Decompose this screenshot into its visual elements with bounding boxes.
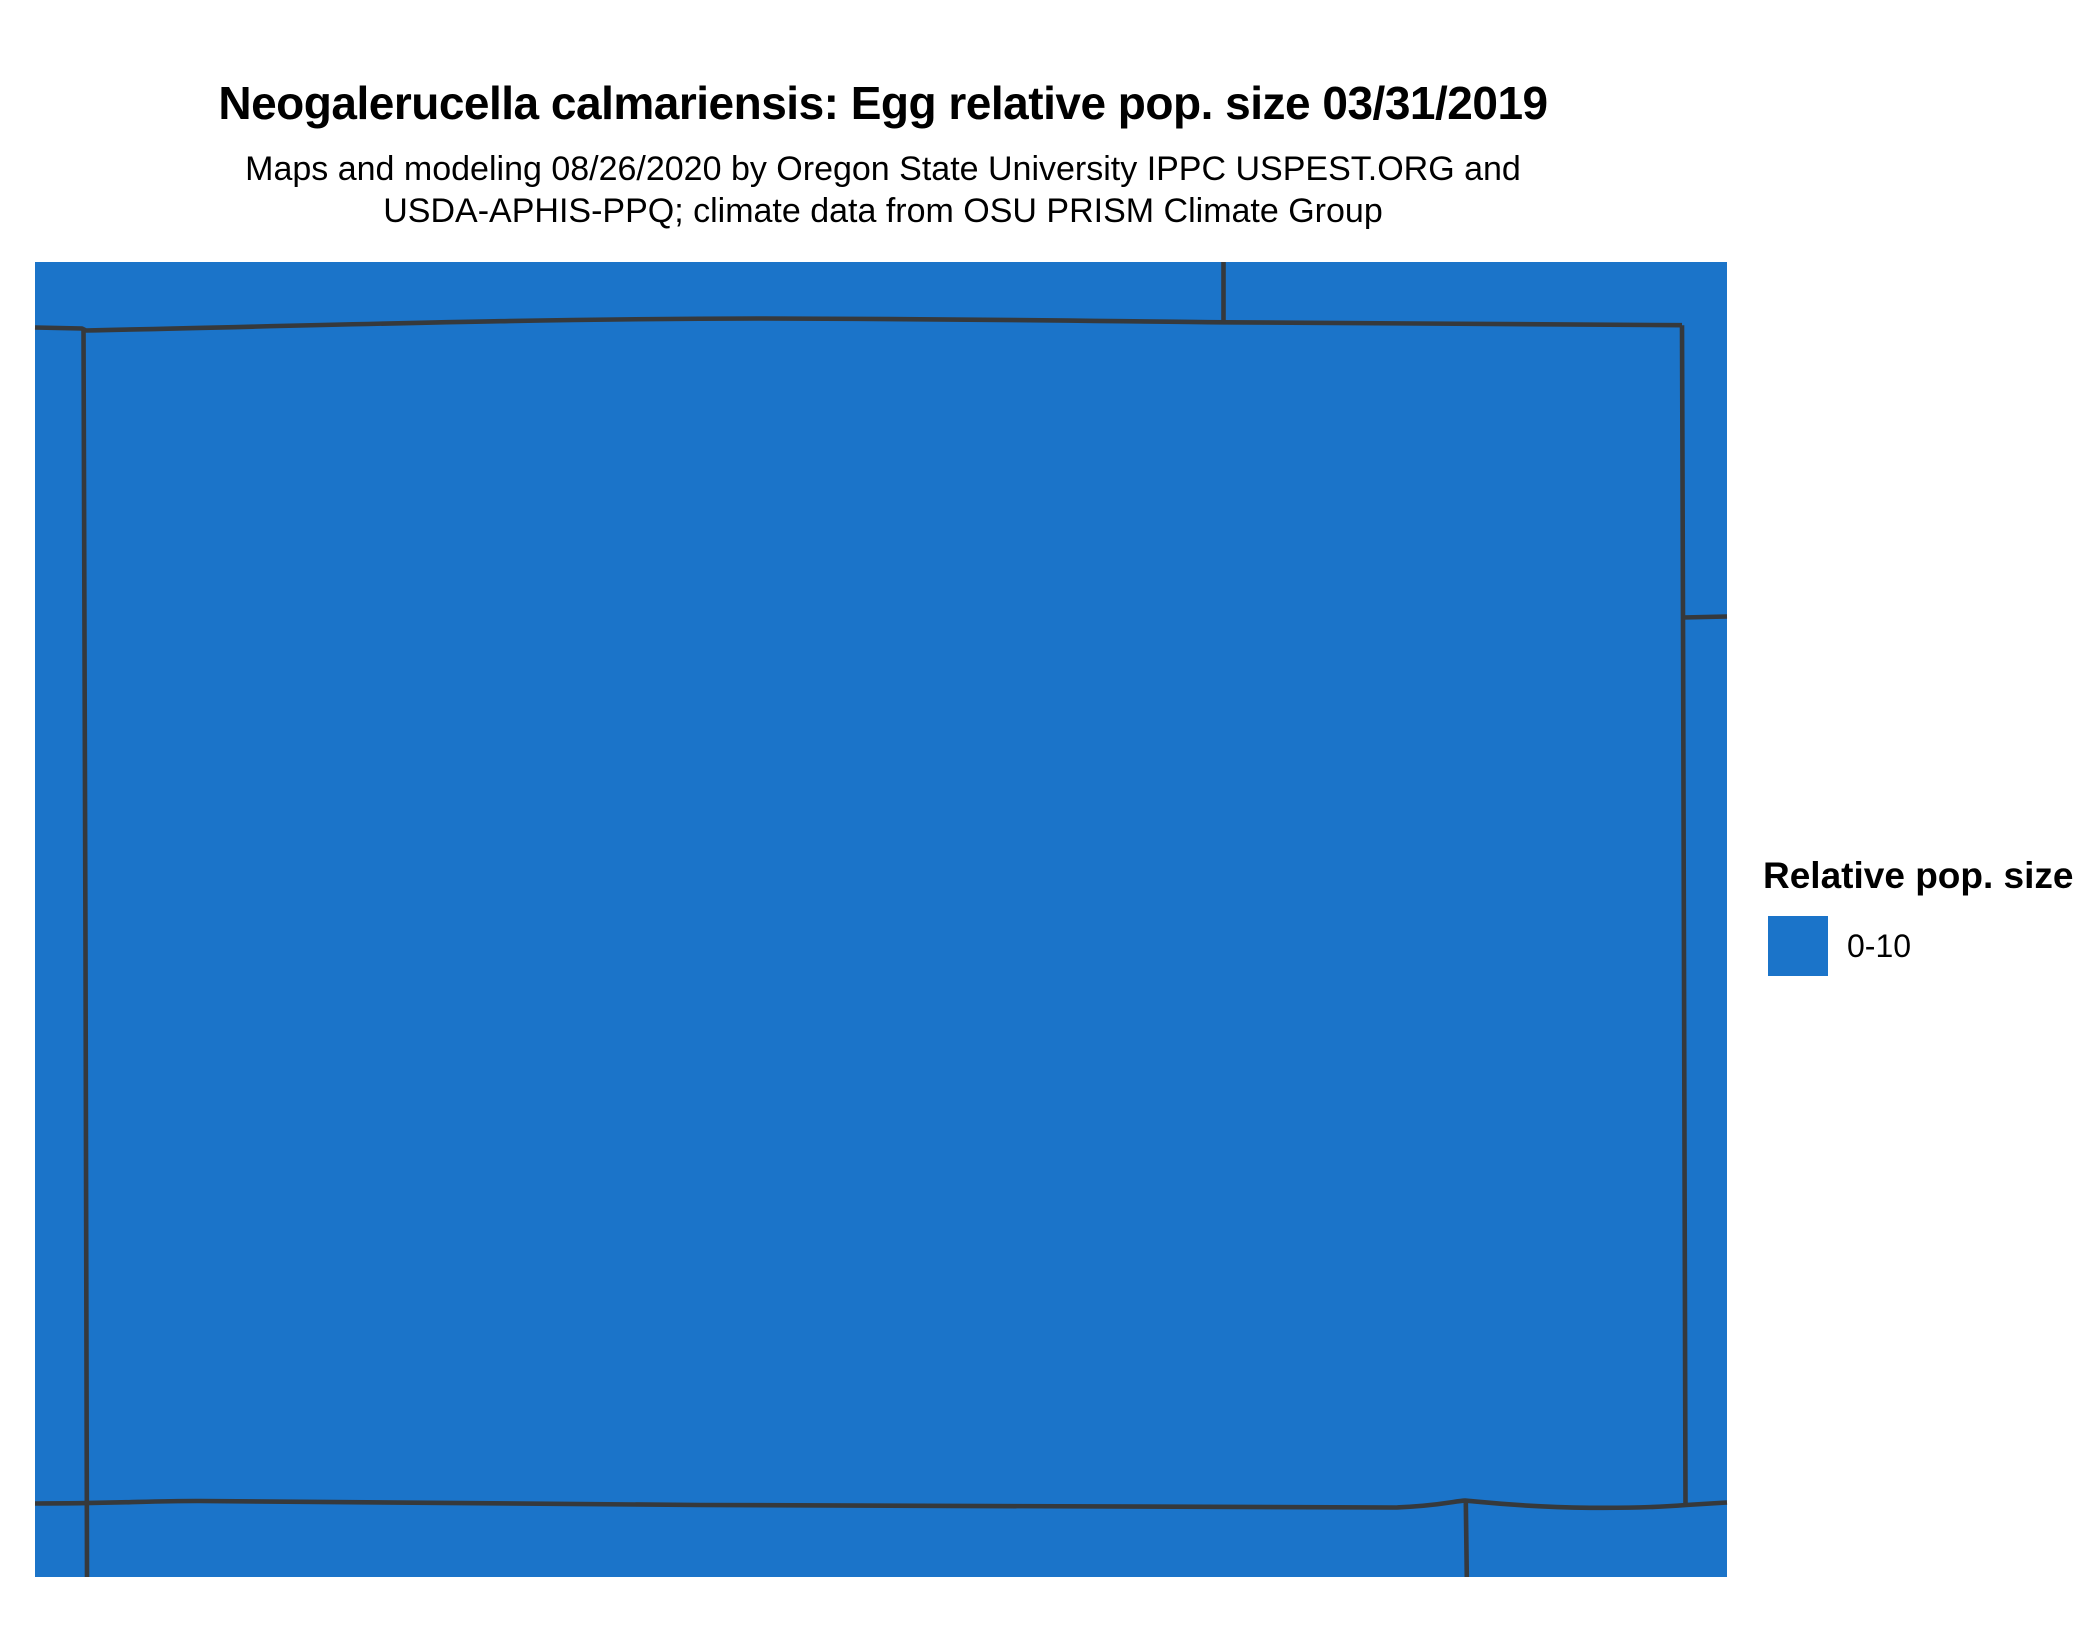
legend-color-swatch [1768,916,1828,976]
page-subtitle: Maps and modeling 08/26/2020 by Oregon S… [0,149,1766,232]
south-border-line [34,1498,1728,1511]
legend-title: Relative pop. size [1763,855,2074,896]
page-title: Neogalerucella calmariensis: Egg relativ… [218,77,1548,129]
map-fill-region [35,262,1727,1577]
south-neighbor-border-line [1463,1500,1470,1578]
subtitle-line-1: Maps and modeling 08/26/2020 by Oregon S… [245,150,1521,188]
north-border-line [34,316,1683,333]
subtitle-line-2: USDA-APHIS-PPQ; climate data from OSU PR… [383,191,1383,230]
state-boundary-lines [34,262,1728,1578]
legend-item-label: 0-10 [1847,928,1912,964]
west-border-line [81,328,90,1578]
east-neighbor-border-line [1682,614,1728,620]
